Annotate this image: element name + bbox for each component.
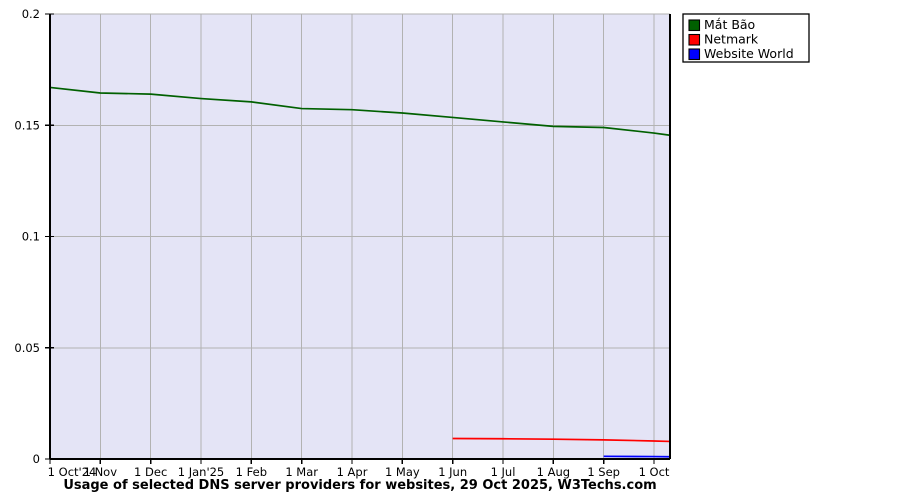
y-tick-label: 0 [33, 452, 40, 466]
x-tick-label: 1 Oct [639, 465, 670, 479]
x-tick-label: 1 Oct'24 [48, 465, 97, 479]
legend-label: Mắt Bão [704, 17, 755, 32]
x-tick-label: 1 Dec [134, 465, 167, 479]
legend-label: Website World [704, 46, 794, 61]
legend-background [682, 13, 810, 63]
legend-swatch-m-t-b-o [688, 19, 701, 32]
chart-caption: Usage of selected DNS server providers f… [63, 478, 656, 493]
y-tick-label: 0.2 [22, 7, 40, 21]
x-tick-label: 1 Jan'25 [178, 465, 225, 479]
x-tick-label: 1 Jul [491, 465, 516, 479]
x-tick-label: 1 Sep [587, 465, 620, 479]
series-line-netmark [452, 437, 671, 443]
series-layer [49, 86, 671, 458]
x-tick-labels: 1 Oct'241 Nov 1 Dec 1 Jan'25 1 Feb 1 Mar 1 Ap… [48, 465, 670, 479]
y-tick-label: 0.05 [14, 341, 40, 355]
x-tick-label: 1 May [385, 465, 420, 479]
series-line-m-t-b-o [49, 86, 671, 137]
x-tick-label: 1 Jun [438, 465, 467, 479]
legend-swatch-netmark [688, 33, 701, 46]
vertical-gridlines [99, 14, 655, 459]
y-tick-label: 0.1 [22, 230, 40, 244]
y-tick-labels: 0 0.05 0.1 0.15 0.2 [14, 7, 40, 466]
x-tick-label: 1 Nov [84, 465, 118, 479]
y-tick-label: 0.15 [14, 118, 40, 132]
x-tick-marks [49, 459, 655, 464]
x-tick-label: 1 Mar [285, 465, 318, 479]
x-tick-label: 1 Feb [236, 465, 267, 479]
x-tick-label: 1 Aug [537, 465, 570, 479]
horizontal-gridlines [50, 13, 670, 349]
x-tick-label: 1 Apr [337, 465, 368, 479]
legend-swatch-website-world [688, 48, 701, 61]
legend-label: Netmark [704, 32, 759, 47]
